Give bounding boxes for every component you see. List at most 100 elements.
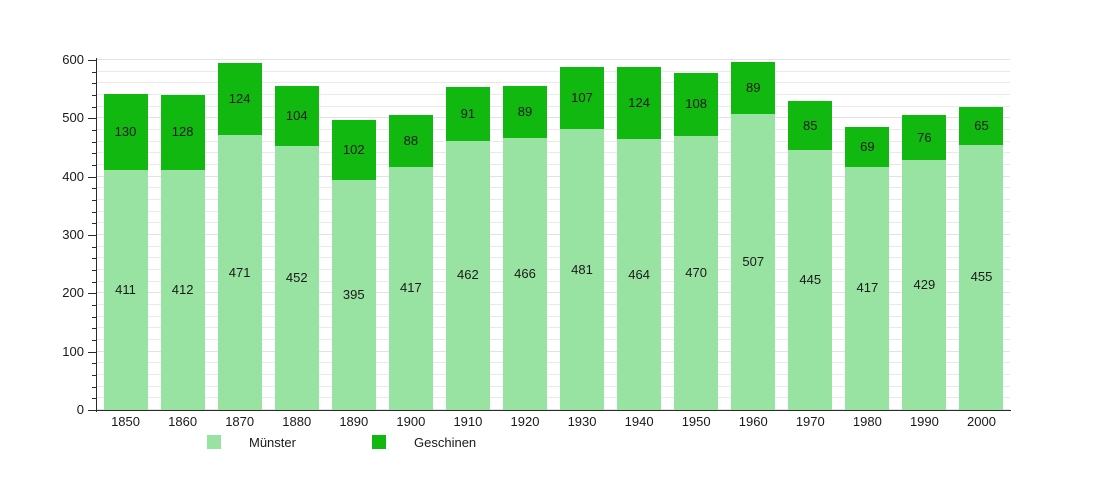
- bar-segment-munster[interactable]: 455: [959, 144, 1004, 410]
- bar-segment-geschinen[interactable]: 124: [617, 67, 662, 140]
- legend-swatch: [207, 435, 221, 449]
- bar-segment-geschinen[interactable]: 108: [674, 72, 719, 136]
- bar-value-label: 445: [799, 272, 822, 288]
- y-tick-minor: [92, 246, 97, 248]
- bar-segment-geschinen[interactable]: 76: [902, 115, 947, 160]
- bar-value-label: 89: [745, 80, 761, 96]
- bar-segment-geschinen[interactable]: 128: [160, 95, 205, 170]
- gridline-minor: [97, 257, 1010, 259]
- bar-segment-geschinen[interactable]: 89: [502, 86, 547, 139]
- gridline-minor: [97, 222, 1010, 224]
- bar-segment-munster[interactable]: 411: [103, 170, 148, 410]
- bar-value-label: 65: [974, 117, 989, 133]
- bar-segment-munster[interactable]: 481: [560, 129, 605, 410]
- y-tick-minor: [92, 106, 97, 108]
- legend-label: Münster: [249, 434, 296, 450]
- bar-segment-geschinen[interactable]: 88: [388, 115, 433, 167]
- gridline-minor: [97, 164, 1010, 165]
- gridline-minor: [97, 327, 1010, 329]
- bar-group[interactable]: 462 91: [445, 87, 490, 410]
- bar-segment-munster[interactable]: 417: [845, 166, 890, 410]
- bar-value-label: 88: [403, 133, 419, 149]
- plot-area: 411 130 412 128 471 124 452 104 395 102 417 88 462 91…: [97, 59, 1010, 410]
- legend-item[interactable]: Geschinen: [372, 432, 476, 452]
- bar-value-label: 411: [115, 282, 136, 298]
- y-tick-minor: [92, 188, 97, 190]
- bar-group[interactable]: 445 85: [788, 100, 833, 410]
- bar-segment-munster[interactable]: 417: [388, 166, 433, 410]
- bar-group[interactable]: 452 104: [274, 85, 319, 410]
- bar-group[interactable]: 417 69: [845, 126, 890, 410]
- bar-group[interactable]: 507 89: [731, 62, 776, 410]
- bar-group[interactable]: 417 88: [388, 115, 433, 410]
- legend-item[interactable]: Münster: [207, 432, 296, 452]
- bar-group[interactable]: 429 76: [902, 115, 947, 410]
- bar-segment-munster[interactable]: 466: [502, 138, 547, 410]
- bar-segment-munster[interactable]: 464: [617, 139, 662, 410]
- y-tick-minor: [92, 141, 97, 143]
- bar-segment-geschinen[interactable]: 89: [731, 62, 776, 115]
- y-tick-minor: [92, 305, 97, 306]
- bar-value-label: 455: [970, 269, 993, 285]
- bar-segment-munster[interactable]: 507: [731, 114, 776, 410]
- bar-segment-munster[interactable]: 452: [274, 146, 319, 410]
- y-tick-minor: [92, 375, 97, 376]
- bar-group[interactable]: 412 128: [160, 95, 205, 410]
- y-axis-tick-label: 0: [76, 402, 84, 417]
- bar-segment-geschinen[interactable]: 85: [788, 100, 833, 151]
- bar-group[interactable]: 464 124: [617, 67, 662, 410]
- bar-group[interactable]: 471 124: [217, 62, 262, 410]
- gridline-minor: [97, 245, 1010, 247]
- y-tick-minor: [92, 71, 97, 73]
- bar-segment-munster[interactable]: 470: [674, 135, 719, 410]
- bar-segment-munster[interactable]: 412: [160, 169, 205, 410]
- x-axis-tick-label: 1870: [225, 414, 255, 429]
- bar-segment-geschinen[interactable]: 65: [959, 106, 1004, 145]
- bar-value-label: 429: [913, 276, 936, 292]
- bar-group[interactable]: 470 108: [674, 72, 719, 410]
- bar-segment-munster[interactable]: 445: [788, 150, 833, 410]
- bar-value-label: 130: [114, 124, 137, 140]
- bar-segment-munster[interactable]: 471: [217, 135, 262, 410]
- gridline-major: [97, 234, 1010, 235]
- bar-segment-geschinen[interactable]: 107: [560, 67, 605, 130]
- bar-segment-munster[interactable]: 462: [445, 140, 490, 410]
- gridline-minor: [97, 152, 1010, 154]
- gridline-minor: [97, 315, 1010, 317]
- bar-segment-geschinen[interactable]: 102: [331, 120, 376, 180]
- y-tick-minor: [92, 130, 97, 131]
- y-tick-minor: [92, 386, 97, 388]
- y-tick-major: [88, 293, 97, 295]
- bar-group[interactable]: 455 65: [959, 106, 1004, 410]
- bar-group[interactable]: 481 107: [560, 67, 605, 410]
- bar-value-label: 89: [517, 104, 533, 120]
- gridline-major: [97, 117, 1010, 119]
- bar-segment-munster[interactable]: 395: [331, 179, 376, 410]
- bar-group[interactable]: 411 130: [103, 94, 148, 410]
- y-tick-major: [88, 60, 97, 61]
- y-axis-tick-label: 200: [62, 285, 84, 301]
- y-tick-minor: [92, 281, 97, 283]
- y-tick-minor: [92, 258, 97, 260]
- bar-value-label: 417: [399, 280, 422, 296]
- y-tick-major: [88, 235, 97, 236]
- y-tick-major: [88, 410, 97, 411]
- bar-segment-geschinen[interactable]: 91: [445, 87, 490, 141]
- bar-value-label: 128: [171, 124, 194, 140]
- x-axis-tick-label: 2000: [967, 414, 996, 429]
- y-tick-minor: [92, 363, 97, 365]
- bar-segment-geschinen[interactable]: 124: [217, 62, 262, 136]
- bar-value-label: 69: [860, 138, 875, 154]
- gridline-major: [97, 409, 1010, 410]
- bar-group[interactable]: 395 102: [331, 120, 376, 410]
- bar-segment-munster[interactable]: 429: [902, 159, 947, 410]
- bar-segment-geschinen[interactable]: 69: [845, 126, 890, 167]
- bar-value-label: 85: [803, 117, 818, 133]
- bar-value-label: 470: [685, 264, 707, 280]
- bar-group[interactable]: 466 89: [502, 86, 547, 410]
- y-tick-minor: [92, 340, 97, 341]
- bar-segment-geschinen[interactable]: 104: [274, 85, 319, 147]
- gridline-minor: [97, 129, 1010, 130]
- bar-segment-geschinen[interactable]: 130: [103, 94, 148, 171]
